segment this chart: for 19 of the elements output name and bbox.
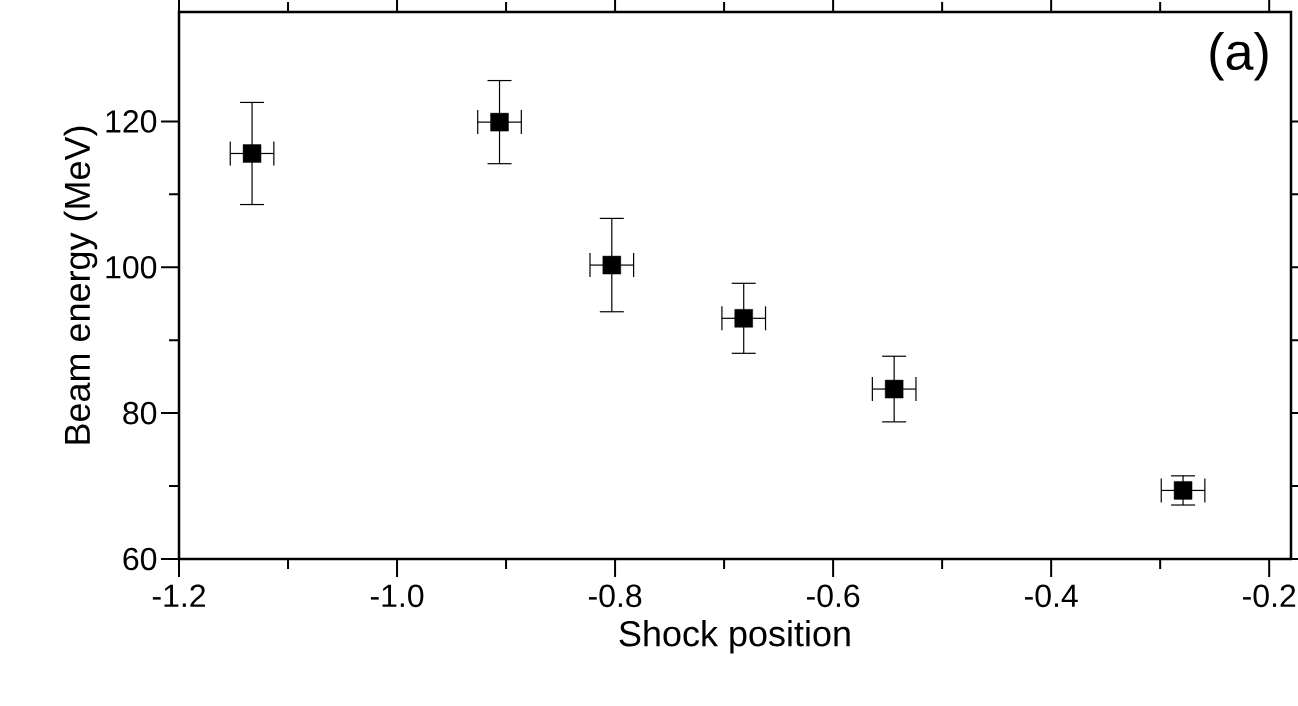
point xyxy=(602,255,622,275)
y-tick-label: 120 xyxy=(106,110,157,133)
point xyxy=(242,144,262,163)
y-tick-label: 60 xyxy=(123,547,157,571)
point xyxy=(734,309,753,328)
x-tick-label: -0.2 xyxy=(1243,584,1296,608)
x-tick-label: -0.6 xyxy=(806,584,860,608)
point xyxy=(884,379,904,399)
y-tick-label: 80 xyxy=(123,401,157,425)
x-axis-title: Shock position xyxy=(619,620,850,654)
x-tick-label: -1.0 xyxy=(370,584,424,608)
x-tick-label: -0.4 xyxy=(1025,584,1078,608)
point xyxy=(490,112,509,132)
x-tick-label: -1.2 xyxy=(152,584,205,607)
y-tick-label: 100 xyxy=(106,255,157,279)
point xyxy=(1173,481,1193,500)
annotation: (a) xyxy=(1210,31,1268,81)
x-tick-label: -0.8 xyxy=(588,584,642,608)
y-axis-title: Beam energy (MeV) xyxy=(63,126,98,444)
